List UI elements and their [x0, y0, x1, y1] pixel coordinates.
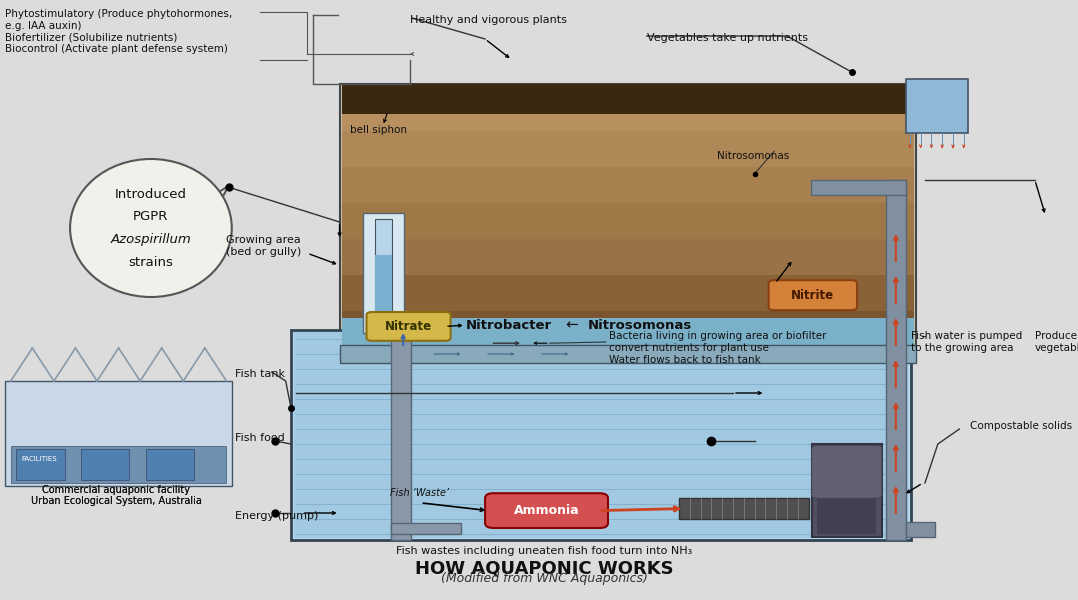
Bar	[375, 255, 392, 327]
Text: Fish ‘Waste’: Fish ‘Waste’	[390, 488, 450, 498]
Text: Commercial aquaponic facility
Urban Ecological System, Australia: Commercial aquaponic facility Urban Ecol…	[31, 485, 202, 506]
FancyBboxPatch shape	[769, 280, 857, 310]
Bar	[342, 84, 914, 114]
Text: Phytostimulatory (Produce phytohormones,
e.g. IAA auxin)
Biofertilizer (Solubili: Phytostimulatory (Produce phytohormones,…	[5, 9, 233, 54]
Text: Nitrosomonas: Nitrosomonas	[717, 151, 789, 161]
Bar	[679, 498, 808, 519]
Bar	[5, 381, 232, 486]
Text: Ammonia: Ammonia	[514, 504, 579, 517]
Text: Water flows back to fish tank: Water flows back to fish tank	[609, 355, 761, 365]
Bar	[342, 239, 914, 275]
Bar	[906, 522, 935, 537]
Bar	[146, 449, 194, 480]
Text: PGPR: PGPR	[134, 209, 168, 223]
Text: Fish food: Fish food	[235, 433, 285, 443]
Bar	[342, 275, 914, 311]
Text: Nitrosomonas: Nitrosomonas	[588, 319, 692, 332]
Ellipse shape	[70, 159, 232, 297]
Bar	[342, 311, 914, 347]
FancyBboxPatch shape	[812, 446, 882, 498]
Text: Introduced: Introduced	[115, 188, 186, 202]
Bar	[342, 167, 914, 203]
FancyBboxPatch shape	[367, 312, 451, 341]
Polygon shape	[199, 186, 229, 210]
Bar	[811, 180, 906, 195]
Text: HOW AQUAPONIC WORKS: HOW AQUAPONIC WORKS	[415, 559, 674, 577]
Bar	[11, 446, 226, 483]
Bar	[340, 345, 916, 363]
Bar	[391, 523, 461, 534]
Bar	[817, 497, 876, 534]
FancyBboxPatch shape	[485, 493, 608, 528]
Text: Compostable solids: Compostable solids	[970, 421, 1073, 431]
Text: Azospirillum: Azospirillum	[111, 233, 191, 247]
Bar	[886, 180, 906, 540]
Text: Energy (pump): Energy (pump)	[235, 511, 318, 521]
Text: FACILITIES: FACILITIES	[22, 456, 57, 462]
Text: bell siphon: bell siphon	[350, 125, 407, 135]
Bar	[291, 330, 911, 540]
Bar	[340, 84, 916, 348]
Bar	[363, 213, 404, 333]
Bar	[812, 444, 882, 537]
Text: Fish wastes including uneaten fish food turn into NH₃: Fish wastes including uneaten fish food …	[397, 546, 692, 556]
Text: Nitrobacter: Nitrobacter	[466, 319, 552, 332]
Bar	[342, 318, 914, 347]
Text: Healthy and vigorous plants: Healthy and vigorous plants	[410, 15, 567, 25]
Bar	[342, 203, 914, 239]
Text: Vegetables take up nutrients: Vegetables take up nutrients	[647, 33, 807, 43]
Bar	[16, 449, 65, 480]
Text: Fish water is pumped
to the growing area: Fish water is pumped to the growing area	[911, 331, 1022, 353]
Text: Nitrate: Nitrate	[385, 320, 432, 333]
Text: ←: ←	[565, 318, 578, 332]
Bar	[342, 95, 914, 131]
Text: Fish tank: Fish tank	[235, 369, 285, 379]
Text: Commercial aquaponic facility
Urban Ecological System, Australia: Commercial aquaponic facility Urban Ecol…	[31, 485, 202, 506]
Text: Produce: Fish and
vegetables: Produce: Fish and vegetables	[1035, 331, 1078, 353]
Bar	[294, 332, 908, 538]
Text: Nitrite: Nitrite	[791, 289, 834, 302]
Bar	[906, 79, 968, 133]
Bar	[81, 449, 129, 480]
Text: Growing area
(bed or gully): Growing area (bed or gully)	[226, 235, 302, 257]
Bar	[342, 131, 914, 167]
Text: (Modified from WNC Aquaponics): (Modified from WNC Aquaponics)	[441, 572, 648, 586]
Text: Bacteria living in growing area or biofilter
convert nutrients for plant use: Bacteria living in growing area or biofi…	[609, 331, 827, 353]
Text: strains: strains	[128, 256, 174, 269]
Bar	[375, 219, 392, 327]
Bar	[391, 324, 411, 540]
